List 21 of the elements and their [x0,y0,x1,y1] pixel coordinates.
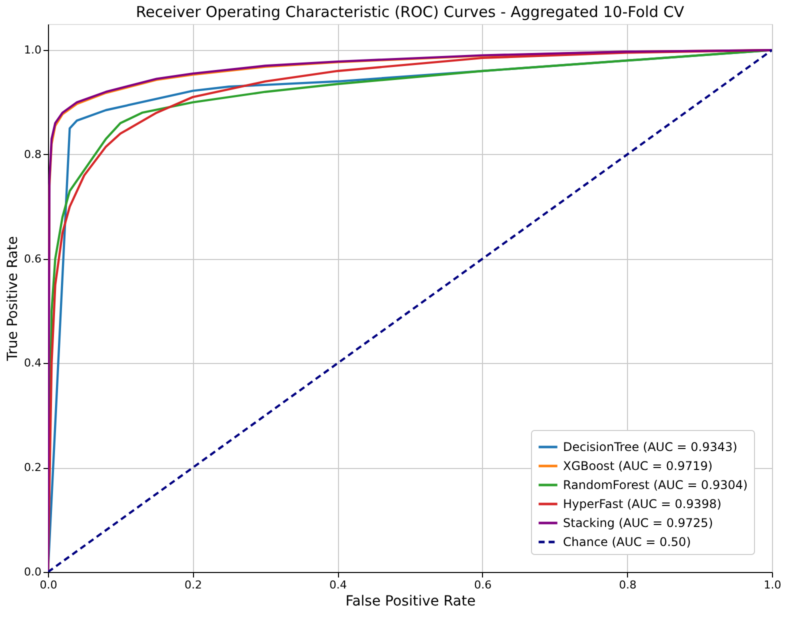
x-tick-label: 0.6 [474,578,492,592]
x-tick-label: 0.2 [184,578,202,592]
x-tick-label: 1.0 [764,578,782,592]
chart-title: Receiver Operating Characteristic (ROC) Curves - Aggregated 10-Fold CV [136,3,685,21]
y-tick-label: 0.0 [24,566,42,578]
legend-label: DecisionTree (AUC = 0.9343) [563,440,738,454]
y-tick-label: 1.0 [24,44,42,57]
y-tick-label: 0.2 [24,461,42,474]
legend-label: RandomForest (AUC = 0.9304) [563,478,748,492]
legend-label: Stacking (AUC = 0.9725) [563,516,713,530]
y-tick-label: 0.6 [24,252,42,266]
y-tick-label: 0.8 [24,148,42,161]
legend-label: Chance (AUC = 0.50) [563,535,691,549]
x-axis-title: False Positive Rate [345,594,476,610]
y-tick-label: 0.4 [24,356,42,370]
x-tick-label: 0.0 [40,578,58,592]
legend-label: HyperFast (AUC = 0.9398) [563,497,722,511]
x-tick-label: 0.4 [329,578,347,592]
y-axis-title: True Positive Rate [5,236,22,362]
x-tick-label: 0.8 [618,578,636,592]
legend-label: XGBoost (AUC = 0.9719) [563,459,713,473]
